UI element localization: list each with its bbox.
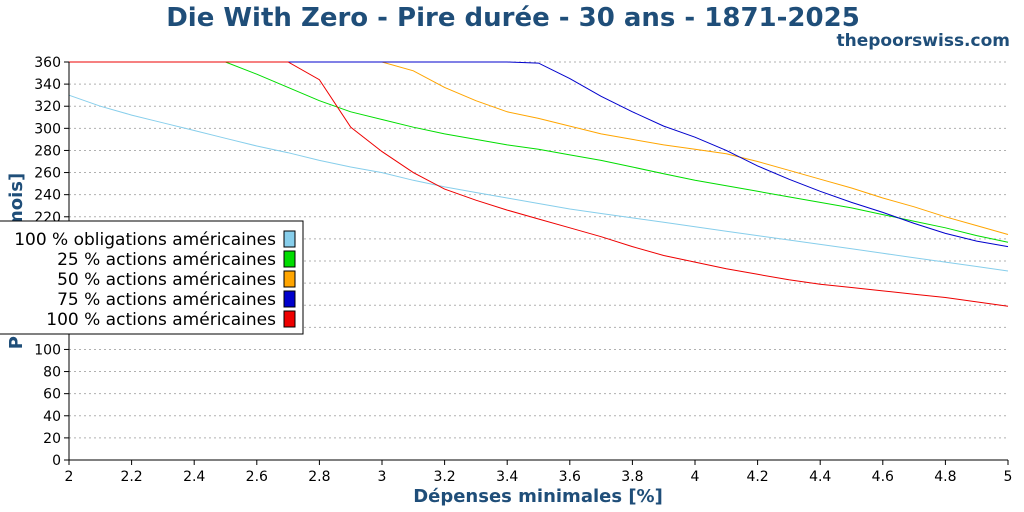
y-tick-label: 280 [34,143,61,159]
legend-label-1: 25 % actions américaines [57,250,276,270]
x-tick-label: 5 [1004,469,1013,485]
legend-box [0,220,304,335]
x-tick-label: 3.2 [433,469,455,485]
x-tick-label: 2.6 [246,469,268,485]
legend-swatch-1 [283,250,296,268]
chart-title: Die With Zero - Pire durée - 30 ans - 18… [166,3,860,33]
y-tick-label: 240 [34,188,61,204]
x-tick-label: 4.8 [934,469,956,485]
y-tick-label: 340 [34,77,61,93]
legend-swatch-0 [283,230,296,248]
x-tick-label: 4.2 [746,469,768,485]
x-tick-label: 4.4 [809,469,831,485]
series-line-2 [69,61,1009,235]
y-tick-label: 80 [43,365,61,381]
chart-subtitle: thepoorswiss.com [837,31,1011,51]
y-tick-label: 0 [52,453,61,469]
y-tick-label: 60 [43,387,61,403]
x-tick-label: 4.6 [872,469,894,485]
x-tick-label: 3.8 [621,469,643,485]
x-tick-label: 2.4 [183,469,205,485]
x-tick-label: 3 [378,469,387,485]
x-tick-label: 2 [65,469,74,485]
y-tick-label: 100 [34,342,61,358]
legend-label-2: 50 % actions américaines [57,270,276,290]
y-tick-label: 300 [34,121,61,137]
x-axis-label: Dépenses minimales [%] [413,486,663,507]
x-tick-label: 2.2 [120,469,142,485]
legend-label-4: 100 % actions américaines [46,310,276,330]
x-tick-label: 3.6 [559,469,581,485]
legend-label-3: 75 % actions américaines [57,290,276,310]
y-tick-label: 260 [34,166,61,182]
x-tick-label: 2.8 [308,469,330,485]
y-tick-label: 20 [43,431,61,447]
legend-swatch-4 [283,310,296,328]
y-tick-label: 40 [43,409,61,425]
series-line-1 [69,61,1009,243]
y-tick-label: 360 [34,55,61,71]
legend-swatch-3 [283,290,296,308]
legend-label-0: 100 % obligations américaines [14,230,276,250]
x-tick-label: 3.4 [496,469,518,485]
x-tick-label: 4 [691,469,700,485]
series-line-4 [69,61,1009,307]
y-tick-label: 320 [34,99,61,115]
legend-swatch-2 [283,270,296,288]
series-layer [68,61,1009,307]
series-line-0 [68,94,1009,272]
